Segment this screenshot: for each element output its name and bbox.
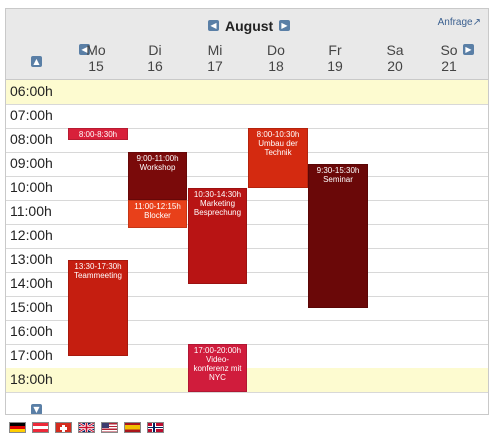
time-row: 11:00h [6, 200, 488, 225]
time-row: 12:00h [6, 224, 488, 249]
flag-no-icon[interactable] [147, 422, 164, 433]
day-header-so: So 21 [420, 42, 478, 74]
flag-gb-icon[interactable] [78, 422, 95, 433]
flag-ch-icon[interactable] [55, 422, 72, 433]
event-time: 9:00-11:00h [136, 154, 179, 163]
day-name: So [440, 42, 458, 58]
event-title: Workshop [139, 163, 176, 172]
event-title: Marketing Besprechung [193, 199, 242, 217]
day-name: Di [148, 42, 162, 58]
event-time: 8:00-8:30h [78, 130, 118, 139]
event-block[interactable]: 9:00-11:00h Workshop [128, 152, 187, 200]
next-week-icon[interactable]: ▶ [463, 44, 474, 55]
time-label: 06:00h [10, 83, 53, 99]
event-time: 9:30-15:30h [316, 166, 360, 175]
time-row: 13:00h [6, 248, 488, 273]
day-header-sa: Sa 20 [366, 42, 424, 74]
time-label: 08:00h [10, 131, 53, 147]
time-row: 18:00h [6, 368, 488, 393]
event-block[interactable]: 8:00-10:30h Umbau der Technik [248, 128, 308, 188]
month-title: August [225, 18, 274, 34]
flag-es-icon[interactable] [124, 422, 141, 433]
time-label: 13:00h [10, 251, 53, 267]
event-time: 10:30-14:30h [193, 190, 242, 199]
day-date: 17 [207, 58, 223, 74]
scroll-up-icon[interactable]: ▲ [31, 56, 42, 67]
prev-month-icon[interactable]: ◀ [208, 20, 219, 31]
time-label: 15:00h [10, 299, 53, 315]
event-block[interactable]: 17:00-20:00h Video-konferenz mit NYC [188, 344, 247, 392]
event-title: Umbau der Technik [258, 139, 298, 157]
day-name: Do [267, 42, 285, 58]
anfrage-link[interactable]: Anfrage↗ [437, 17, 481, 28]
event-time: 8:00-10:30h [256, 130, 300, 139]
day-name: Mo [86, 42, 106, 58]
calendar-header: ◀ August ▶ Anfrage↗ ▲ ◀ Mo 15 Di 16 Mi 1… [6, 9, 488, 80]
flag-us-icon[interactable] [101, 422, 118, 433]
time-label: 12:00h [10, 227, 53, 243]
next-month-icon[interactable]: ▶ [279, 20, 290, 31]
time-label: 07:00h [10, 107, 53, 123]
time-row: 09:00h [6, 152, 488, 177]
time-label: 09:00h [10, 155, 53, 171]
event-title: Blocker [144, 211, 171, 220]
time-row: 14:00h [6, 272, 488, 297]
day-date: 16 [147, 58, 163, 74]
day-header-do: Do 18 [247, 42, 305, 74]
day-date: 15 [88, 58, 104, 74]
time-row: 07:00h [6, 104, 488, 129]
event-time: 11:00-12:15h [134, 202, 181, 211]
prev-week-icon[interactable]: ◀ [79, 44, 90, 55]
event-block[interactable]: 11:00-12:15h Blocker [128, 200, 187, 228]
event-block[interactable]: 9:30-15:30h Seminar [308, 164, 368, 308]
day-header-di: Di 16 [126, 42, 184, 74]
day-name: Fr [328, 42, 342, 58]
time-label: 17:00h [10, 347, 53, 363]
event-block[interactable]: 13:30-17:30h Teammeeting [68, 260, 128, 356]
time-label: 18:00h [10, 371, 53, 387]
flag-de-icon[interactable] [9, 422, 26, 433]
time-label: 11:00h [10, 203, 52, 219]
day-name: Sa [386, 42, 404, 58]
day-date: 21 [441, 58, 457, 74]
event-block[interactable]: 8:00-8:30h [68, 128, 128, 140]
time-row: 10:00h [6, 176, 488, 201]
time-row: 15:00h [6, 296, 488, 321]
time-label: 10:00h [10, 179, 53, 195]
day-date: 20 [387, 58, 403, 74]
time-label: 14:00h [10, 275, 53, 291]
time-row: 08:00h [6, 128, 488, 153]
day-date: 18 [268, 58, 284, 74]
flag-at-icon[interactable] [32, 422, 49, 433]
event-title: Video-konferenz mit NYC [193, 355, 242, 382]
calendar-widget: ◀ August ▶ Anfrage↗ ▲ ◀ Mo 15 Di 16 Mi 1… [5, 8, 489, 415]
event-block[interactable]: 10:30-14:30h Marketing Besprechung [188, 188, 247, 284]
time-label: 16:00h [10, 323, 53, 339]
time-row: 06:00h [6, 80, 488, 105]
time-row: 16:00h [6, 320, 488, 345]
event-time: 17:00-20:00h [193, 346, 242, 355]
event-time: 13:30-17:30h [74, 262, 122, 271]
day-date: 19 [327, 58, 343, 74]
day-header-mi: Mi 17 [186, 42, 244, 74]
event-title: Teammeeting [73, 271, 123, 280]
event-title: Seminar [323, 175, 353, 184]
day-header-mo: Mo 15 [67, 42, 125, 74]
day-name: Mi [207, 42, 223, 58]
day-header-fr: Fr 19 [306, 42, 364, 74]
scroll-down-icon[interactable]: ▼ [31, 404, 42, 414]
